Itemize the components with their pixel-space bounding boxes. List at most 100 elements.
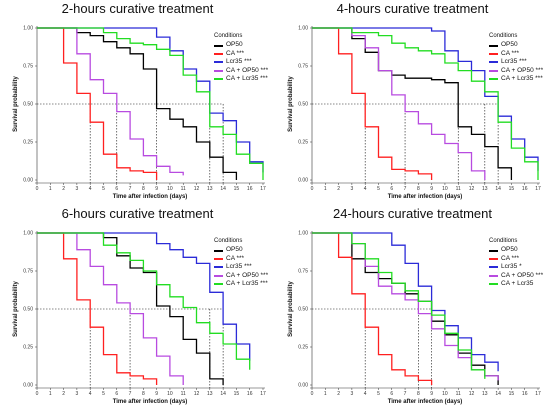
y-tick-label: 0.75 [298, 269, 308, 275]
x-tick-label: 5 [102, 391, 105, 397]
legend-label: CA + OP50 *** [226, 271, 269, 279]
legend-label: Lcr35 *** [226, 263, 252, 271]
legend-swatch [214, 61, 223, 64]
x-axis-label: Time after infection (days) [388, 194, 463, 200]
panel-2h: 2-hours curative treatment 0 1 2 3 4 5 6 7 8 9 10 1… [0, 0, 275, 205]
survival-curve-ca-lcr35 [37, 27, 264, 180]
x-tick-label: 2 [62, 391, 65, 397]
x-tick-label: 9 [430, 186, 433, 192]
legend-swatch [489, 283, 498, 286]
legend-item: OP50 [489, 246, 543, 254]
legend-swatch [214, 266, 223, 269]
legend-item: CA + OP50 *** [489, 272, 543, 280]
x-tick-label: 1 [49, 186, 52, 192]
x-tick-label: 9 [155, 186, 158, 192]
x-tick-label: 10 [442, 186, 448, 192]
panel-6h: 6-hours curative treatment 0 1 2 3 4 5 6 7 8 9 10 1… [0, 205, 275, 410]
x-tick-label: 1 [49, 391, 52, 397]
y-tick-label: 0.50 [298, 102, 308, 108]
x-tick-label: 7 [129, 186, 132, 192]
y-axis-label: Survival probability [13, 280, 19, 336]
legend-label: CA *** [226, 254, 245, 262]
legend-label: CA *** [501, 49, 520, 57]
y-tick-label: 0.75 [23, 64, 33, 70]
x-tick-label: 11 [456, 391, 461, 397]
legend-label: CA *** [501, 254, 520, 262]
x-tick-label: 0 [311, 186, 314, 192]
x-tick-label: 0 [36, 391, 39, 397]
legend-swatch [489, 249, 498, 252]
survival-curve-lcr35 [312, 232, 499, 372]
y-tick-label: 1.00 [23, 26, 33, 32]
x-tick-label: 10 [167, 186, 173, 192]
legend-item: OP50 [214, 41, 268, 49]
legend-label: CA + Lcr35 *** [501, 75, 543, 83]
legend: Conditions OP50 CA *** Lcr35 *** CA + OP50 *… [214, 32, 268, 83]
y-tick-label: 0.25 [23, 140, 33, 146]
x-tick-label: 5 [377, 391, 380, 397]
legend-swatch [214, 283, 223, 286]
x-tick-label: 14 [220, 186, 226, 192]
legend-item: CA + OP50 *** [214, 272, 268, 280]
x-tick-label: 8 [142, 186, 145, 192]
x-tick-label: 5 [102, 186, 105, 192]
legend-swatch [489, 69, 498, 72]
legend-label: Lcr35 *** [501, 58, 527, 66]
x-tick-label: 16 [247, 391, 253, 397]
x-tick-label: 14 [220, 391, 226, 397]
legend-swatch [489, 258, 498, 261]
survival-curve-lcr35 [312, 27, 539, 171]
survival-curve-lcr35 [37, 232, 251, 361]
chart-plot: 0 1 2 3 4 5 6 7 8 9 10 11 12 13 14 15 16 170.000.250.500.… [13, 26, 266, 200]
x-tick-label: 17 [260, 391, 266, 397]
x-tick-label: 2 [337, 186, 340, 192]
x-tick-label: 4 [364, 186, 367, 192]
legend-label: CA + OP50 *** [501, 66, 544, 74]
y-tick-label: 0.25 [23, 345, 33, 351]
x-tick-label: 11 [181, 391, 186, 397]
x-tick-label: 11 [181, 186, 186, 192]
x-tick-label: 6 [390, 186, 393, 192]
legend-item: CA + Lcr35 *** [489, 75, 543, 83]
x-tick-label: 9 [155, 391, 158, 397]
panel-4h: 4-hours curative treatment 0 1 2 3 4 5 6 7 8 9 10 1… [275, 0, 550, 205]
legend-swatch [489, 274, 498, 277]
legend-swatch [489, 266, 498, 269]
survival-curve-ca-op50 [312, 27, 486, 180]
x-tick-label: 3 [75, 186, 78, 192]
y-tick-label: 1.00 [23, 231, 33, 237]
x-tick-label: 10 [442, 391, 448, 397]
legend-item: CA + OP50 *** [214, 67, 268, 75]
legend-label: CA + Lcr35 [501, 280, 534, 288]
x-tick-label: 12 [194, 186, 200, 192]
survival-curve-op50 [37, 232, 224, 385]
survival-curve-ca-lcr35 [37, 232, 251, 370]
legend: Conditions OP50 CA *** Lcr35 * CA + OP50 ***… [489, 237, 543, 288]
legend-label: Lcr35 * [501, 263, 522, 271]
legend-swatch [214, 78, 223, 81]
x-tick-label: 7 [404, 186, 407, 192]
x-tick-label: 14 [495, 391, 501, 397]
x-tick-label: 13 [482, 186, 488, 192]
survival-curve-ca [312, 232, 433, 385]
x-tick-label: 8 [142, 391, 145, 397]
legend-label: Lcr35 *** [226, 58, 252, 66]
legend-swatch [214, 53, 223, 56]
legend-item: OP50 [489, 41, 543, 49]
x-tick-label: 3 [75, 391, 78, 397]
legend-item: CA + Lcr35 *** [214, 280, 268, 288]
y-tick-label: 1.00 [298, 231, 308, 237]
y-tick-label: 0.25 [298, 345, 308, 351]
legend-label: CA + Lcr35 *** [226, 280, 268, 288]
x-axis-label: Time after infection (days) [113, 194, 188, 200]
survival-curve-ca-op50 [37, 27, 184, 176]
x-tick-label: 2 [62, 186, 65, 192]
x-tick-label: 10 [167, 391, 173, 397]
legend-item: Lcr35 *** [214, 263, 268, 271]
y-axis-label: Survival probability [288, 75, 294, 131]
legend-label: CA + OP50 *** [501, 271, 544, 279]
y-tick-label: 0.00 [298, 178, 308, 184]
x-tick-label: 4 [89, 391, 92, 397]
legend-item: CA *** [214, 50, 268, 58]
y-tick-label: 0.75 [298, 64, 308, 70]
